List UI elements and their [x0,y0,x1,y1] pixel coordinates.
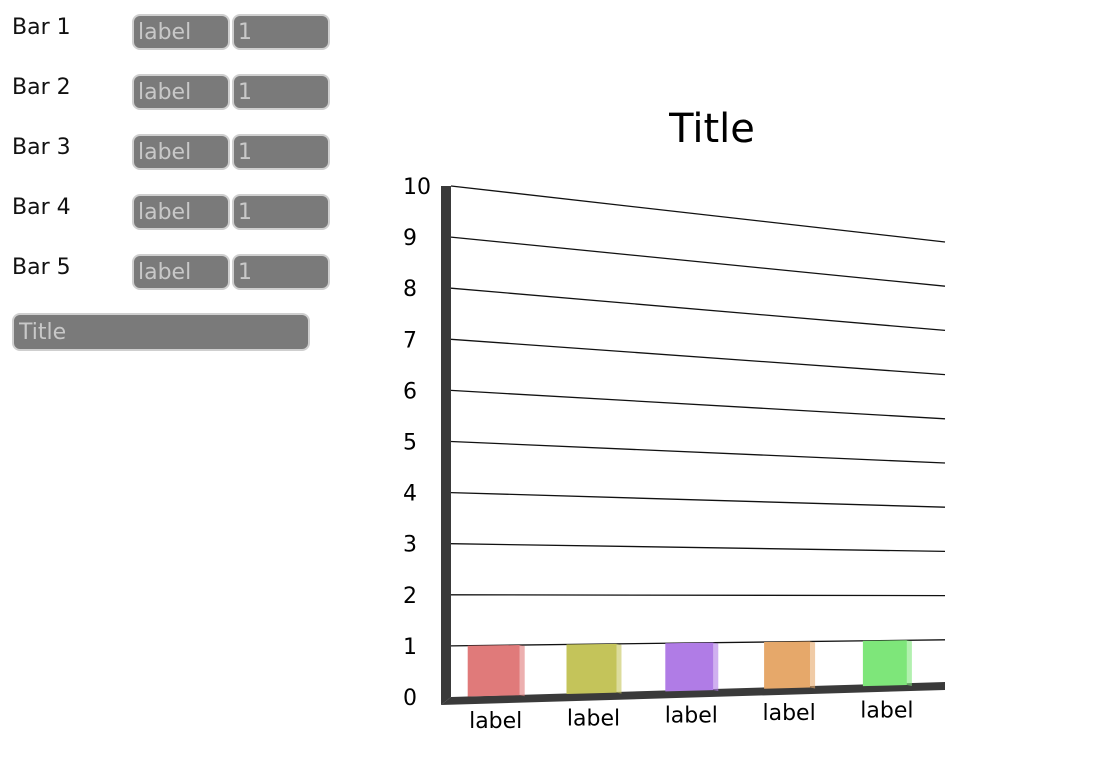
y-tick-label: 4 [403,482,417,507]
x-tick-label: label [762,701,815,726]
bar-1-label-input[interactable] [132,14,230,50]
y-tick-label: 2 [403,584,417,609]
y-tick-label: 3 [403,533,417,558]
x-axis [441,682,945,705]
bar-3-row: Bar 3 [12,134,342,172]
x-tick-label: label [567,706,620,731]
gridline [450,236,946,287]
bar-4-row: Bar 4 [12,194,342,232]
gridline [450,389,946,420]
y-tick-label: 1 [403,635,417,660]
bar-5-label: Bar 5 [12,255,71,280]
y-tick-label: 0 [403,686,417,711]
bar-4-value-input[interactable] [232,194,330,230]
x-tick-label: label [860,699,913,724]
bar [566,643,617,694]
chart-title: Title [668,106,755,152]
gridlines [450,185,946,647]
bar-side [519,645,525,697]
gridline [450,594,946,597]
bar-5-value-input[interactable] [232,254,330,290]
y-tick-label: 10 [403,175,431,200]
bar [764,641,811,689]
y-tick-label: 5 [403,431,417,456]
bar [862,640,907,687]
bar-2-label: Bar 2 [12,75,71,100]
gridline [450,185,946,243]
gridline [450,639,946,647]
y-tick-label: 6 [403,379,417,404]
bar-4-label: Bar 4 [12,195,71,220]
gridline [450,338,946,376]
chart-title-input[interactable] [12,313,310,351]
gridline [450,543,946,553]
x-tick-label: label [665,704,718,729]
chart-controls-panel: Bar 1 Bar 2 Bar 3 Bar 4 Bar 5 [0,0,360,360]
x-tick-label: label [469,709,522,734]
bar-1-value-input[interactable] [232,14,330,50]
y-axis-ticks: 0 1 2 3 4 5 6 7 8 9 10 [403,175,431,711]
bars [467,640,912,697]
bar-side [713,642,719,692]
bar-3-value-input[interactable] [232,134,330,170]
bar-5-label-input[interactable] [132,254,230,290]
bar-side [810,641,816,689]
axes [441,186,945,705]
y-axis [441,186,451,705]
gridline [450,440,946,464]
gridline [450,491,946,508]
bar-1-row: Bar 1 [12,14,342,52]
bar-side [616,643,622,694]
bar-1-label: Bar 1 [12,15,71,40]
gridline [450,287,946,332]
bar [665,642,714,692]
bar-3-label-input[interactable] [132,134,230,170]
bar-2-row: Bar 2 [12,74,342,112]
y-tick-label: 9 [403,226,417,251]
bar [467,645,520,697]
y-tick-label: 7 [403,328,417,353]
y-tick-label: 8 [403,277,417,302]
bar-4-label-input[interactable] [132,194,230,230]
bar-3-label: Bar 3 [12,135,71,160]
bar-5-row: Bar 5 [12,254,342,292]
x-axis-labels: label label label label label [469,699,913,734]
bar-2-value-input[interactable] [232,74,330,110]
bar-side [906,640,912,687]
bar-2-label-input[interactable] [132,74,230,110]
